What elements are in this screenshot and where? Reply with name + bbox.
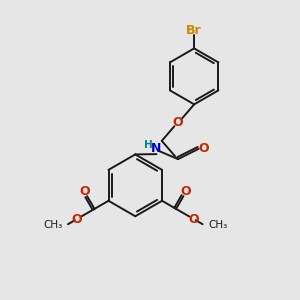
- Text: O: O: [71, 213, 82, 226]
- Text: H: H: [144, 140, 153, 150]
- Text: O: O: [79, 185, 90, 198]
- Text: O: O: [173, 116, 183, 129]
- Text: Br: Br: [186, 24, 202, 37]
- Text: O: O: [199, 142, 209, 155]
- Text: O: O: [189, 213, 199, 226]
- Text: N: N: [151, 142, 162, 155]
- Text: CH₃: CH₃: [43, 220, 62, 230]
- Text: CH₃: CH₃: [208, 220, 227, 230]
- Text: O: O: [181, 185, 191, 198]
